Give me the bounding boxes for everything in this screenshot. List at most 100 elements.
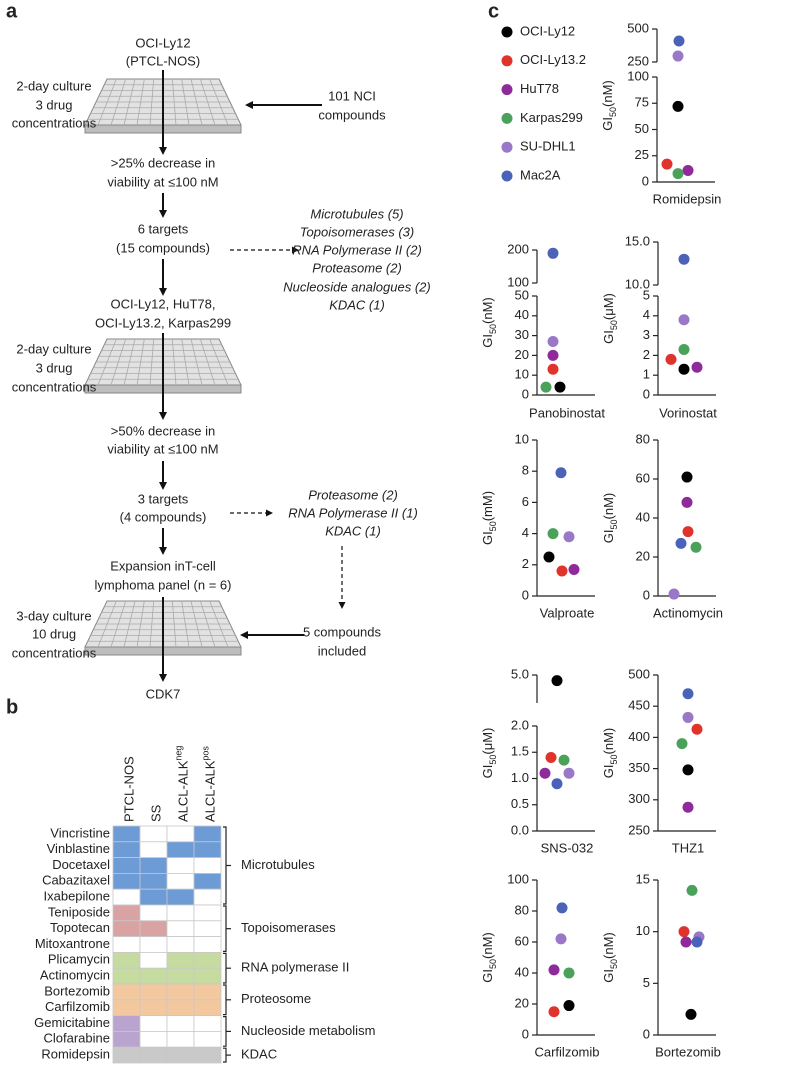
y-axis-label-unit: (nM) (480, 297, 495, 324)
table-cell (166, 1046, 195, 1064)
y-tick-label: 50 (515, 287, 529, 302)
data-point (685, 1008, 697, 1020)
table-cell (166, 967, 195, 985)
flow-text: 10 drug (32, 626, 76, 641)
y-tick-label: 350 (628, 760, 650, 775)
plate-grid (171, 600, 177, 648)
plate-grid (149, 600, 155, 648)
strip-chart: 250 300 350 400 450 500 THZ1 GI50(nM) (601, 666, 716, 855)
x-axis-label: Valproate (540, 605, 595, 620)
flow-text: OCI-Ly12 (135, 35, 190, 50)
y-tick-label: 200 (507, 241, 529, 256)
plate-grid (97, 78, 117, 126)
x-axis-label: Actinomycin (653, 605, 723, 620)
y-tick-label: 500 (628, 666, 650, 681)
table-cell (112, 873, 141, 890)
y-tick-label: 40 (515, 964, 529, 979)
y-axis-label-text: GI (480, 969, 495, 983)
flow-text: OCI-Ly12, HuT78, (110, 296, 215, 311)
data-point (686, 884, 698, 896)
culture-plate (84, 78, 242, 134)
data-point (547, 349, 559, 361)
y-tick-label: 60 (636, 470, 650, 485)
y-tick-label: 10.0 (625, 276, 650, 291)
y-axis-label-unit: (μM) (480, 728, 495, 755)
y-axis-label: GI50(μM) (480, 728, 498, 779)
y-tick-label: 0 (643, 1026, 650, 1041)
y-tick-label: 50 (635, 121, 649, 136)
plate-grid (199, 338, 216, 386)
group-label: Nucleoside metabolism (241, 1023, 375, 1038)
y-axis-label: GI50(nM) (600, 80, 618, 130)
y-axis-label-sub: 50 (488, 521, 498, 531)
y-tick-label: 80 (636, 431, 650, 446)
plate-grid (110, 338, 127, 386)
y-axis-label: GI50(nM) (601, 932, 619, 982)
y-axis-label-text: GI (601, 330, 616, 344)
table-cell (166, 983, 195, 1001)
flow-text: >50% decrease in (111, 423, 215, 438)
y-axis-label-sub: 50 (488, 324, 498, 334)
flow-text: OCI-Ly13.2, Karpas299 (95, 315, 231, 330)
table-cell (112, 1015, 141, 1032)
data-point (558, 754, 570, 766)
data-point (539, 767, 551, 779)
y-tick-label: 450 (628, 698, 650, 713)
data-point (668, 588, 680, 600)
table-cell (112, 1031, 141, 1048)
y-axis-label-sub: 50 (609, 519, 619, 529)
table-cell (166, 999, 195, 1016)
data-point (551, 675, 563, 687)
y-tick-label: 4 (643, 307, 650, 322)
data-point (681, 496, 693, 508)
table-cell (193, 888, 222, 906)
y-tick-label: 500 (627, 20, 649, 35)
y-tick-label: 0 (522, 587, 529, 602)
data-point (691, 936, 703, 948)
y-tick-label: 80 (515, 902, 529, 917)
y-axis-label-text: GI (600, 117, 615, 131)
table-cell (139, 952, 168, 969)
y-tick-label: 2 (643, 347, 650, 362)
table-cell (139, 857, 168, 874)
table-cell (139, 967, 168, 985)
y-axis-label-text: GI (601, 530, 616, 544)
plate-grid (190, 600, 203, 648)
plate-grid (171, 338, 177, 386)
data-point (563, 1000, 575, 1012)
table-cell (193, 920, 222, 937)
plate-grid (123, 600, 136, 648)
y-tick-label: 60 (515, 933, 529, 948)
legend-dot (501, 141, 513, 153)
table-cell (193, 999, 222, 1016)
table-cell (166, 825, 195, 843)
plate-grid (171, 78, 177, 126)
data-point (672, 100, 684, 112)
flow-text: Microtubules (5) (310, 206, 403, 221)
table-cell (112, 983, 141, 1001)
y-axis-label: GI50(nM) (601, 728, 619, 778)
plate-grid (123, 78, 136, 126)
table-cell (139, 904, 168, 922)
flow-text: lymphoma panel (n = 6) (95, 577, 232, 592)
legend-label: SU-DHL1 (520, 139, 576, 154)
flow-text: 3 targets (138, 491, 189, 506)
flow-text: 3 drug (36, 97, 73, 112)
x-axis-label: Bortezomib (655, 1044, 721, 1059)
plate-grid (209, 78, 229, 126)
table-cell (112, 999, 141, 1016)
table-cell (112, 1046, 141, 1064)
y-tick-label: 15 (636, 871, 650, 886)
data-point (672, 50, 684, 62)
x-axis-label: THZ1 (672, 840, 705, 855)
plate-grid (110, 600, 127, 648)
table-cell (166, 857, 195, 874)
legend-label: Karpas299 (520, 110, 583, 125)
flow-text: Expansion inT-cell (110, 558, 216, 573)
flow-text: (4 compounds) (120, 509, 207, 524)
data-point (690, 541, 702, 553)
group-bracket (223, 1047, 227, 1063)
legend-label: HuT78 (520, 81, 559, 96)
data-point (682, 688, 694, 700)
group-bracket (223, 952, 227, 984)
